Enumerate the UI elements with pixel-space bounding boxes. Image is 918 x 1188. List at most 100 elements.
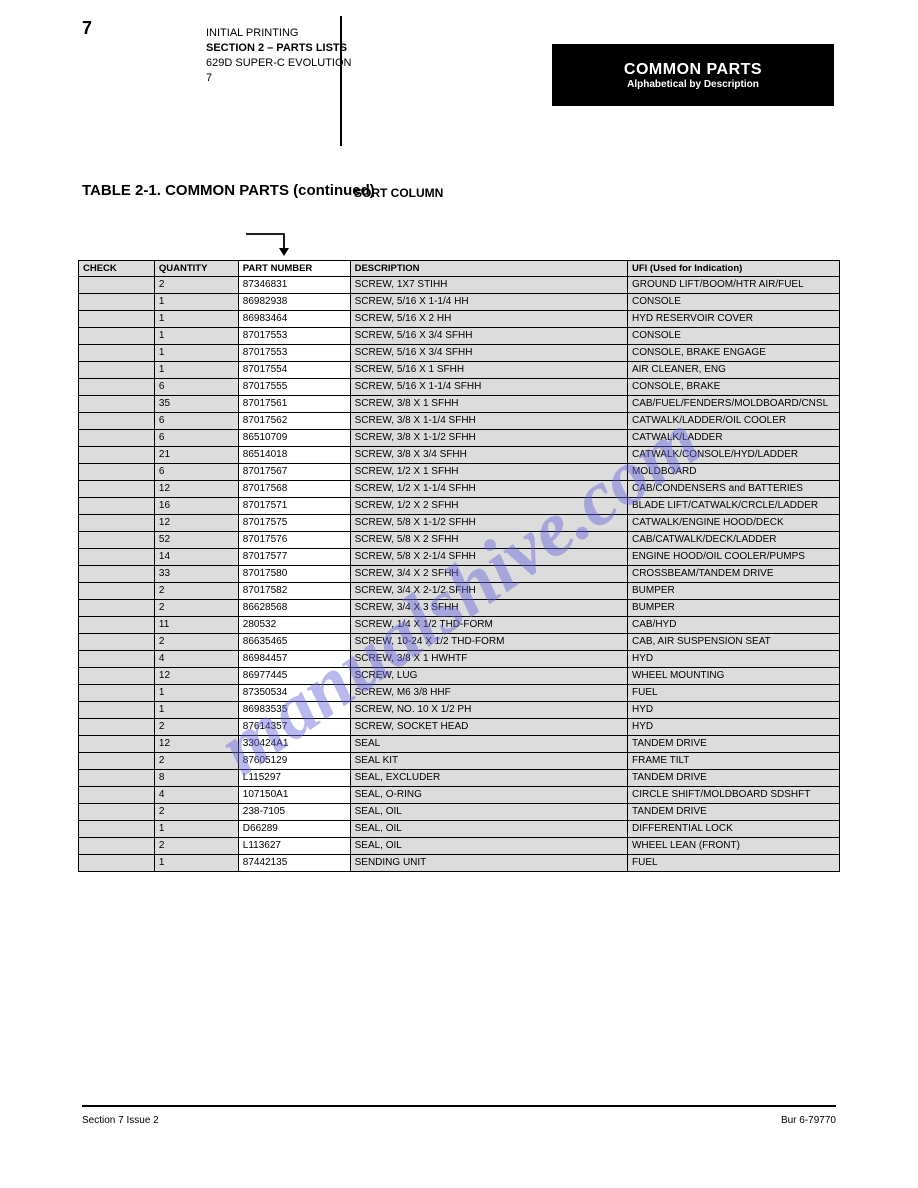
cell [79,396,155,413]
cell: L113627 [238,838,350,855]
cell: 86984457 [238,651,350,668]
cell [79,413,155,430]
cell: SCREW, 5/16 X 1-1/4 HH [350,294,627,311]
footer-right: Bur 6-79770 [781,1115,836,1126]
cell: CATWALK/LADDER [627,430,839,447]
cell [79,345,155,362]
header-divider [340,16,342,146]
cell: 87017571 [238,498,350,515]
cell [79,736,155,753]
cell [79,566,155,583]
cell [79,294,155,311]
table-row: 8L115297SEAL, EXCLUDERTANDEM DRIVE [79,770,840,787]
cell: 6 [154,430,238,447]
cell [79,668,155,685]
cell: D66289 [238,821,350,838]
cell: SEAL KIT [350,753,627,770]
cell: CATWALK/ENGINE HOOD/DECK [627,515,839,532]
cell: 86982938 [238,294,350,311]
cell: CONSOLE [627,294,839,311]
cell: 1 [154,345,238,362]
cell: SEAL, OIL [350,804,627,821]
cell: SCREW, 3/4 X 2 SFHH [350,566,627,583]
cell: HYD [627,719,839,736]
footer-left: Section 7 Issue 2 [82,1115,159,1126]
cell [79,362,155,379]
table-row: 3387017580SCREW, 3/4 X 2 SFHHCROSSBEAM/T… [79,566,840,583]
cell: SCREW, SOCKET HEAD [350,719,627,736]
cell: 12 [154,736,238,753]
cell: 2 [154,804,238,821]
cell: SCREW, 1/2 X 1-1/4 SFHH [350,481,627,498]
cell: 107150A1 [238,787,350,804]
cell: 1 [154,328,238,345]
cell: 87017567 [238,464,350,481]
header-model: 629D SUPER-C EVOLUTION [206,56,351,71]
cell: 11 [154,617,238,634]
cell: 87017575 [238,515,350,532]
cell: 1 [154,311,238,328]
cell: TANDEM DRIVE [627,770,839,787]
cell: SCREW, 3/8 X 1-1/2 SFHH [350,430,627,447]
cell: CIRCLE SHIFT/MOLDBOARD SDSHFT [627,787,839,804]
cell: CONSOLE, BRAKE ENGAGE [627,345,839,362]
cell: 87017561 [238,396,350,413]
cell: 87017577 [238,549,350,566]
cell [79,532,155,549]
cell: 2 [154,838,238,855]
table-header-row: CHECK QUANTITY PART NUMBER DESCRIPTION U… [79,261,840,277]
cell: 35 [154,396,238,413]
cell: CAB/HYD [627,617,839,634]
cell: 8 [154,770,238,787]
cell [79,804,155,821]
cell: 2 [154,634,238,651]
cell: MOLDBOARD [627,464,839,481]
cell: SCREW, 5/16 X 1-1/4 SFHH [350,379,627,396]
cell: CAB/CONDENSERS and BATTERIES [627,481,839,498]
cell: 87346831 [238,277,350,294]
cell: GROUND LIFT/BOOM/HTR AIR/FUEL [627,277,839,294]
cell: TANDEM DRIVE [627,736,839,753]
cell: 87017554 [238,362,350,379]
cell: SCREW, 1/2 X 2 SFHH [350,498,627,515]
cell: SEAL, OIL [350,821,627,838]
cell: SCREW, 5/16 X 2 HH [350,311,627,328]
cell: CAB/FUEL/FENDERS/MOLDBOARD/CNSL [627,396,839,413]
cell: SCREW, M6 3/8 HHF [350,685,627,702]
cell: 33 [154,566,238,583]
table-row: 687017562SCREW, 3/8 X 1-1/4 SFHHCATWALK/… [79,413,840,430]
parts-table: CHECK QUANTITY PART NUMBER DESCRIPTION U… [78,260,840,872]
table-row: 287605129SEAL KITFRAME TILT [79,753,840,770]
cell [79,617,155,634]
cell: 87017568 [238,481,350,498]
header-section: SECTION 2 – PARTS LISTS [206,41,351,56]
cell: 1 [154,362,238,379]
col-qty: QUANTITY [154,261,238,277]
cell: 12 [154,481,238,498]
table-row: 287346831SCREW, 1X7 STIHHGROUND LIFT/BOO… [79,277,840,294]
table-row: 1D66289SEAL, OILDIFFERENTIAL LOCK [79,821,840,838]
table-row: 486984457SCREW, 3/8 X 1 HWHTFHYD [79,651,840,668]
table-row: 186983464SCREW, 5/16 X 2 HHHYD RESERVOIR… [79,311,840,328]
cell: 330424A1 [238,736,350,753]
cell [79,515,155,532]
sort-column-label: SORT COLUMN [354,186,443,200]
cell: SCREW, 5/16 X 1 SFHH [350,362,627,379]
cell: 86628568 [238,600,350,617]
cell: 2 [154,600,238,617]
cell: SCREW, 3/4 X 3 SFHH [350,600,627,617]
cell: 2 [154,719,238,736]
cell: WHEEL LEAN (FRONT) [627,838,839,855]
cell: 87017555 [238,379,350,396]
cell [79,702,155,719]
badge-line1: COMMON PARTS [552,61,834,79]
cell: SEAL, OIL [350,838,627,855]
cell: CONSOLE [627,328,839,345]
cell: 1 [154,685,238,702]
badge-line2: Alphabetical by Description [552,79,834,90]
cell: FUEL [627,685,839,702]
cell: 86977445 [238,668,350,685]
cell: HYD [627,702,839,719]
cell: 87442135 [238,855,350,872]
cell [79,685,155,702]
